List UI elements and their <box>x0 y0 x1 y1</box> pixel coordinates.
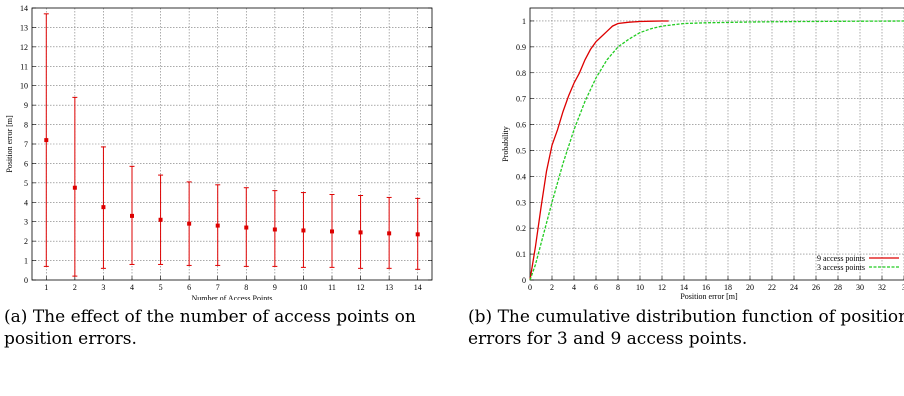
y-tick-label: 3 <box>24 218 28 227</box>
y-tick-label: 0.8 <box>516 69 526 78</box>
caption-left: (a) The effect of the number of access p… <box>4 306 444 350</box>
y-tick-label: 5 <box>24 179 28 188</box>
data-point <box>272 227 277 232</box>
x-tick-label: 22 <box>768 283 776 292</box>
y-tick-label: 0.6 <box>516 121 526 130</box>
plot-frame <box>529 7 904 281</box>
plot-frame <box>31 7 433 281</box>
series-line-3-access-points <box>529 20 904 281</box>
x-tick-label: 16 <box>702 283 710 292</box>
data-point <box>358 230 363 235</box>
x-tick-label: 2 <box>73 283 77 292</box>
y-tick-label: 6 <box>24 159 28 168</box>
y-tick-label: 12 <box>20 43 28 52</box>
y-axis-label: Probability <box>501 126 510 162</box>
x-tick-label: 3 <box>101 283 105 292</box>
data-point <box>130 213 134 218</box>
x-tick-label: 24 <box>790 283 798 292</box>
x-tick-label: 13 <box>385 283 393 292</box>
x-tick-label: 12 <box>658 283 666 292</box>
y-tick-label: 10 <box>20 82 28 91</box>
x-axis-label: Number of Access Points <box>191 294 272 300</box>
caption-right-prefix: (b) <box>468 307 493 327</box>
x-tick-label: 4 <box>130 283 134 292</box>
x-tick-label: 32 <box>878 283 886 292</box>
caption-left-text: The effect of the number of access point… <box>4 307 416 349</box>
x-tick-label: 4 <box>572 283 576 292</box>
y-tick-label: 0 <box>24 276 28 285</box>
y-tick-label: 14 <box>20 4 28 13</box>
x-tick-label: 7 <box>216 283 220 292</box>
y-tick-label: 0.9 <box>516 43 526 52</box>
y-tick-label: 0 <box>522 276 526 285</box>
x-tick-label: 3 <box>902 283 904 292</box>
y-tick-label: 8 <box>24 121 28 130</box>
x-tick-label: 0 <box>528 283 532 292</box>
series-line-9-access-points <box>529 20 669 281</box>
caption-right: (b) The cumulative distribution function… <box>468 306 904 350</box>
x-tick-label: 26 <box>812 283 820 292</box>
x-tick-label: 8 <box>616 283 620 292</box>
x-tick-label: 30 <box>856 283 864 292</box>
x-tick-label: 6 <box>594 283 598 292</box>
data-point <box>330 229 334 234</box>
y-tick-label: 0.1 <box>516 250 526 259</box>
y-tick-label: 9 <box>24 101 28 110</box>
x-tick-label: 9 <box>273 283 277 292</box>
x-tick-label: 1 <box>44 283 48 292</box>
y-tick-label: 1 <box>24 257 28 266</box>
y-tick-label: 4 <box>24 198 28 207</box>
data-point <box>301 228 306 233</box>
y-tick-label: 0.4 <box>516 172 526 181</box>
x-tick-label: 12 <box>357 283 365 292</box>
data-point <box>187 221 192 226</box>
data-point <box>44 138 49 143</box>
data-point <box>415 232 420 237</box>
data-point <box>101 205 106 210</box>
x-tick-label: 5 <box>159 283 163 292</box>
x-tick-label: 6 <box>187 283 191 292</box>
x-tick-label: 8 <box>244 283 248 292</box>
data-point <box>158 217 163 222</box>
caption-left-prefix: (a) <box>4 307 28 327</box>
x-tick-label: 10 <box>299 283 307 292</box>
y-tick-label: 2 <box>24 237 28 246</box>
y-tick-label: 0.5 <box>516 146 526 155</box>
x-tick-label: 28 <box>834 283 842 292</box>
x-tick-label: 18 <box>724 283 732 292</box>
legend-label: 9 access points <box>817 254 865 263</box>
y-tick-label: 13 <box>20 23 28 32</box>
y-tick-label: 0.7 <box>516 95 526 104</box>
data-point <box>215 223 220 228</box>
x-axis-label: Position error [m] <box>680 292 738 300</box>
y-tick-label: 7 <box>24 140 28 149</box>
x-tick-label: 2 <box>550 283 554 292</box>
data-point <box>387 231 392 236</box>
x-tick-label: 14 <box>680 283 688 292</box>
x-tick-label: 10 <box>636 283 644 292</box>
y-tick-label: 1 <box>522 17 526 26</box>
data-point <box>72 185 77 190</box>
caption-right-text: The cumulative distribution function of … <box>468 307 904 349</box>
x-tick-label: 14 <box>414 283 422 292</box>
legend-label: 3 access points <box>817 263 865 272</box>
y-tick-label: 0.2 <box>516 224 526 233</box>
x-tick-label: 11 <box>328 283 336 292</box>
y-tick-label: 0.3 <box>516 198 526 207</box>
cdf-line-chart: 00.10.20.30.40.50.60.70.80.910 2 4 6 8 10 12 14… <box>501 7 904 300</box>
data-point <box>244 225 249 230</box>
y-tick-label: 11 <box>20 62 28 71</box>
y-axis-label: Position error [m] <box>5 115 14 173</box>
x-tick-label: 20 <box>746 283 754 292</box>
